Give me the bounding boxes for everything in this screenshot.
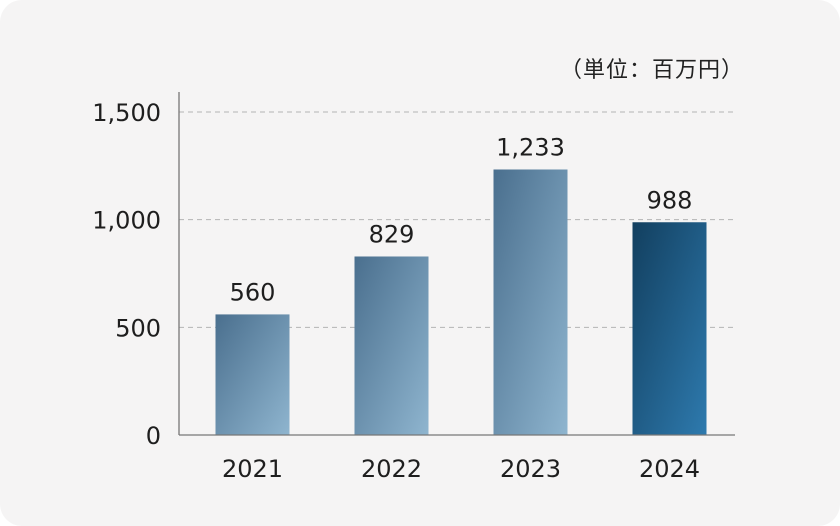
axes <box>178 92 735 436</box>
y-tick-label: 0 <box>146 422 161 450</box>
data-label: 560 <box>230 278 276 306</box>
y-tick-label: 1,500 <box>92 99 161 127</box>
x-tick-label: 2021 <box>222 455 283 483</box>
data-label: 988 <box>647 186 693 214</box>
y-tick-label: 500 <box>115 314 161 342</box>
bars <box>215 169 707 435</box>
x-tick-label: 2022 <box>361 455 422 483</box>
x-tick-label: 2023 <box>500 455 561 483</box>
y-tick-label: 1,000 <box>92 207 161 235</box>
data-label: 829 <box>369 220 415 248</box>
x-tick-label: 2024 <box>639 455 700 483</box>
bar <box>215 314 290 435</box>
bar <box>493 169 568 435</box>
data-label: 1,233 <box>496 133 565 161</box>
bar <box>632 222 707 435</box>
labels: 0 500 1,000 1,500 560 2021 829 2022 1,233 2023 988… <box>92 99 700 483</box>
bar <box>354 256 429 435</box>
unit-label: （単位：百万円） <box>559 58 744 83</box>
